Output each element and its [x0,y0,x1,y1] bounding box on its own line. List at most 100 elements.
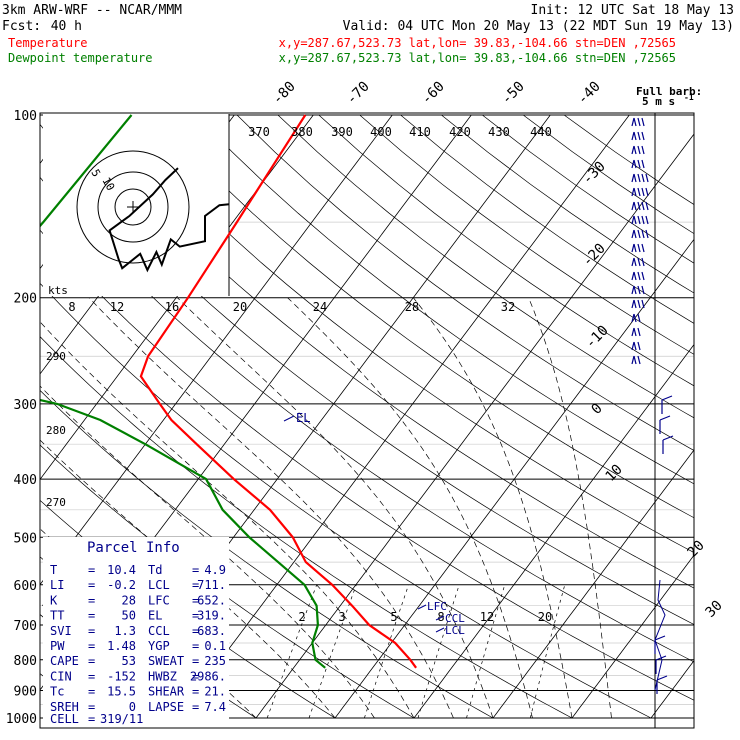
ccl-marker: CCL [435,612,465,625]
wind-barb [654,635,666,654]
parcel-value-cin: -152 [107,669,136,683]
isotherm-10 [413,343,694,719]
wind-barb-flag [641,201,645,211]
wind-barb [631,257,645,267]
wind-barb-flag [633,215,637,225]
theta-label-410: 410 [409,125,431,139]
wind-barb-flag [633,313,637,323]
dry-adiabat-70 [40,123,694,625]
wind-barb [631,187,649,197]
wind-barb-unit: 5 m s [642,95,675,108]
parcel-value-t: 10.4 [107,563,136,577]
wind-barb-flag [637,201,641,211]
dry-adiabat-90 [114,114,694,553]
parcel-key-svi: SVI [50,624,72,638]
wind-barb-flag [637,313,641,323]
hodograph-inset: 5 10 [43,114,230,296]
dry-adiabat-150 [359,114,694,355]
hodograph-speed-28: 28 [405,300,419,314]
wind-barb-flag [661,395,673,401]
wind-barb-flag [637,229,641,239]
wind-barb-staff [631,173,635,183]
wind-barb-flag [641,159,645,169]
parcel-equals: = [192,639,199,653]
wind-barb-flag [641,131,645,141]
mixing-ratio-label-2: 2 [298,610,305,624]
wind-barb [631,145,645,155]
isotherm-label--50: -50 [499,79,528,108]
wind-barb-flag [641,299,645,309]
isotherm-label--20: -20 [580,241,609,270]
wind-barb-staff [631,327,635,337]
parcel-info-rows: T = 10.4 Td = 4.9LI = -0.2 LCL =711.K = 28 LFC =652.T… [50,563,226,714]
parcel-equals: = [88,609,95,623]
cell-equals: = [88,712,95,726]
wind-barb-staff [631,355,635,365]
moist-adiabat-35 [528,297,612,719]
parcel-equals: = [88,563,95,577]
wind-barb-flag [633,145,637,155]
wind-barb-flag [641,229,645,239]
wind-barb-flag [637,159,641,169]
parcel-key-el: EL [148,609,162,623]
wind-barb-flag [641,243,645,253]
wind-barb-flag [637,131,641,141]
dewpoint-profile [40,114,326,669]
hodograph-speed-8: 8 [68,300,75,314]
wind-profile-line [654,579,666,691]
dry-adiabat-190 [522,114,694,235]
pressure-label-500: 500 [14,531,37,546]
isotherm-label--40: -40 [575,79,604,108]
parcel-value-svi: 1.3 [114,624,136,638]
wind-barb-flag [656,675,668,681]
wind-barb-flag [633,187,637,197]
mixing-ratio-3 [308,584,357,719]
hodograph-ring-label-10: 10 [99,175,117,193]
parcel-key-lfc: LFC [148,593,170,607]
temperature-location: x,y=287.67,523.73 lat,lon= 39.83,-104.66… [279,36,676,50]
mixing-ratio-2 [266,584,318,719]
wind-barb-flag [633,131,637,141]
parcel-key-ccl: CCL [148,624,170,638]
dry-adiabat-130 [277,114,694,419]
wind-barb [631,173,649,183]
wind-barb [631,313,641,323]
hodograph-ring-5 [114,188,152,226]
dry-adiabat-140 [318,114,694,387]
isotherm-label--80: -80 [270,79,299,108]
wind-barb-flag [637,187,641,197]
wind-barb [659,415,671,434]
parcel-key-k: K [50,593,58,607]
hodograph-speed-20: 20 [233,300,247,314]
wind-barb-staff [631,215,635,225]
isotherm--70 [40,114,235,375]
wind-barb-flag [633,173,637,183]
parcel-key-tt: TT [50,609,64,623]
wind-barb [662,435,674,454]
parcel-value-shear: 21. [204,685,226,699]
wind-barb-flag [662,435,674,441]
mixing-ratio-label-5: 5 [390,610,397,624]
wind-barb-flag [637,271,641,281]
wind-barb-flag [637,257,641,267]
wind-barb-staff [631,313,635,323]
dry-adiabat-100 [154,114,694,519]
parcel-key-tc: Tc [50,685,64,699]
wind-barb-flag [645,173,649,183]
parcel-key-lcl: LCL [148,578,170,592]
wind-barb-flag [633,341,637,351]
isotherm-label--60: -60 [419,79,448,108]
parcel-key-t: T [50,563,57,577]
parcel-equals: = [192,654,199,668]
isotherm--60 [40,114,314,481]
isotherm-40 [650,660,694,719]
wind-barb-flag [637,327,641,337]
wind-barb [631,117,645,127]
moist-adiabat-30 [413,297,573,719]
parcel-value-sreh: 0 [129,700,136,714]
cell-label: CELL [50,712,79,726]
wind-barb-flag [637,117,641,127]
parcel-value-cape: 53 [122,654,136,668]
parcel-key-td: Td [148,563,162,577]
lfc-marker: LFC [417,600,447,613]
